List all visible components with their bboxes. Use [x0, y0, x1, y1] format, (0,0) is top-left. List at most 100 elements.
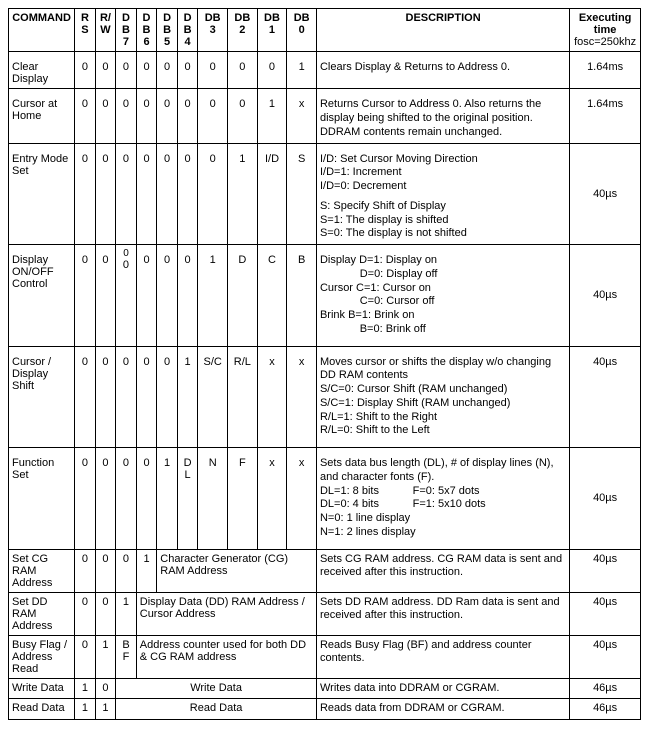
hdr-description: DESCRIPTION: [316, 9, 569, 52]
bit-db5: 1: [157, 448, 178, 550]
bit-db5: 0: [157, 346, 178, 448]
exec-time: 40µs: [570, 592, 641, 635]
merged-bits: Write Data: [116, 678, 317, 699]
header-row: COMMAND RS R/W DB7 DB6 DB5 DB4 DB3 DB2 D…: [9, 9, 641, 52]
description: I/D: Set Cursor Moving Direction I/D=1: …: [316, 143, 569, 245]
bit-db2: F: [228, 448, 258, 550]
row-set-cgram: Set CG RAM Address 0 0 0 1 Character Gen…: [9, 549, 641, 592]
merged-bits: Display Data (DD) RAM Address / Cursor A…: [136, 592, 316, 635]
description: Clears Display & Returns to Address 0.: [316, 52, 569, 89]
description: Reads data from DDRAM or CGRAM.: [316, 699, 569, 720]
bit-rs: 0: [75, 448, 96, 550]
bit-db6: 0: [136, 346, 157, 448]
row-clear: Clear Display 0 0 0 0 0 0 0 0 0 1 Clears…: [9, 52, 641, 89]
bit-rw: 0: [95, 346, 116, 448]
hdr-db7: DB7: [116, 9, 137, 52]
cmd-name: Function Set: [9, 448, 75, 550]
bit-db3: N: [198, 448, 228, 550]
row-shift: Cursor / Display Shift 0 0 0 0 0 1 S/C R…: [9, 346, 641, 448]
cmd-name: Read Data: [9, 699, 75, 720]
hdr-db5: DB5: [157, 9, 178, 52]
bit-rs: 0: [75, 635, 96, 678]
row-read-data: Read Data 1 1 Read Data Reads data from …: [9, 699, 641, 720]
hdr-command: COMMAND: [9, 9, 75, 52]
row-entry: Entry Mode Set 0 0 0 0 0 0 0 1 I/D S I/D…: [9, 143, 641, 245]
bit-db0: x: [287, 448, 317, 550]
cmd-name: Entry Mode Set: [9, 143, 75, 245]
exec-time: 1.64ms: [570, 52, 641, 89]
description: Moves cursor or shifts the display w/o c…: [316, 346, 569, 448]
bit-rs: 0: [75, 89, 96, 143]
bit-db7: 00: [116, 245, 137, 347]
bit-rw: 0: [95, 678, 116, 699]
description: Display D=1: Display on D=0: Display off…: [316, 245, 569, 347]
bit-db4: 0: [177, 143, 198, 245]
bit-db2: D: [228, 245, 258, 347]
exec-time: 40µs: [570, 245, 641, 347]
row-display-onoff: Display ON/OFF Control 0 0 00 0 0 0 1 D …: [9, 245, 641, 347]
cmd-name: Cursor / Display Shift: [9, 346, 75, 448]
description: Sets data bus length (DL), # of display …: [316, 448, 569, 550]
bit-db2: 1: [228, 143, 258, 245]
bit-db1: x: [257, 448, 287, 550]
bit-rw: 0: [95, 592, 116, 635]
exec-time: 40µs: [570, 549, 641, 592]
bit-db1: C: [257, 245, 287, 347]
cmd-name: Set DD RAM Address: [9, 592, 75, 635]
bit-db0: x: [287, 89, 317, 143]
bit-db6: 0: [136, 89, 157, 143]
bit-db6: 0: [136, 245, 157, 347]
bit-rs: 0: [75, 245, 96, 347]
bit-db0: x: [287, 346, 317, 448]
bit-db6: 0: [136, 52, 157, 89]
bit-db4: 0: [177, 245, 198, 347]
row-write-data: Write Data 1 0 Write Data Writes data in…: [9, 678, 641, 699]
bit-db7: 0: [116, 89, 137, 143]
bit-rs: 1: [75, 678, 96, 699]
hdr-executing: Executing time fosc=250khz: [570, 9, 641, 52]
bit-rs: 0: [75, 346, 96, 448]
hdr-db6: DB6: [136, 9, 157, 52]
cmd-name: Cursor at Home: [9, 89, 75, 143]
hdr-db4: DB4: [177, 9, 198, 52]
bit-db1: 1: [257, 89, 287, 143]
bit-db2: R/L: [228, 346, 258, 448]
description: Sets DD RAM address. DD Ram data is sent…: [316, 592, 569, 635]
lcd-command-table: COMMAND RS R/W DB7 DB6 DB5 DB4 DB3 DB2 D…: [8, 8, 641, 720]
exec-time: 46µs: [570, 678, 641, 699]
hdr-db1: DB1: [257, 9, 287, 52]
bit-db4: DL: [177, 448, 198, 550]
bit-db2: 0: [228, 89, 258, 143]
bit-db7: BF: [116, 635, 137, 678]
bit-db5: 0: [157, 143, 178, 245]
bit-db7: 0: [116, 143, 137, 245]
cmd-name: Write Data: [9, 678, 75, 699]
bit-rs: 1: [75, 699, 96, 720]
description: Writes data into DDRAM or CGRAM.: [316, 678, 569, 699]
bit-db6: 0: [136, 143, 157, 245]
cmd-name: Busy Flag / Address Read: [9, 635, 75, 678]
bit-db5: 0: [157, 89, 178, 143]
bit-db7: 1: [116, 592, 137, 635]
merged-bits: Read Data: [116, 699, 317, 720]
description: Sets CG RAM address. CG RAM data is sent…: [316, 549, 569, 592]
bit-rs: 0: [75, 549, 96, 592]
bit-db7: 0: [116, 346, 137, 448]
hdr-db3: DB3: [198, 9, 228, 52]
bit-db1: I/D: [257, 143, 287, 245]
bit-db4: 1: [177, 346, 198, 448]
bit-db1: 0: [257, 52, 287, 89]
bit-db5: 0: [157, 52, 178, 89]
bit-db0: S: [287, 143, 317, 245]
bit-db3: 0: [198, 52, 228, 89]
hdr-rw: R/W: [95, 9, 116, 52]
row-set-ddram: Set DD RAM Address 0 0 1 Display Data (D…: [9, 592, 641, 635]
bit-rw: 0: [95, 448, 116, 550]
bit-rw: 0: [95, 549, 116, 592]
bit-db4: 0: [177, 52, 198, 89]
bit-rw: 1: [95, 699, 116, 720]
exec-time: 46µs: [570, 699, 641, 720]
hdr-db2: DB2: [228, 9, 258, 52]
row-busy-flag: Busy Flag / Address Read 0 1 BF Address …: [9, 635, 641, 678]
bit-db7: 0: [116, 52, 137, 89]
